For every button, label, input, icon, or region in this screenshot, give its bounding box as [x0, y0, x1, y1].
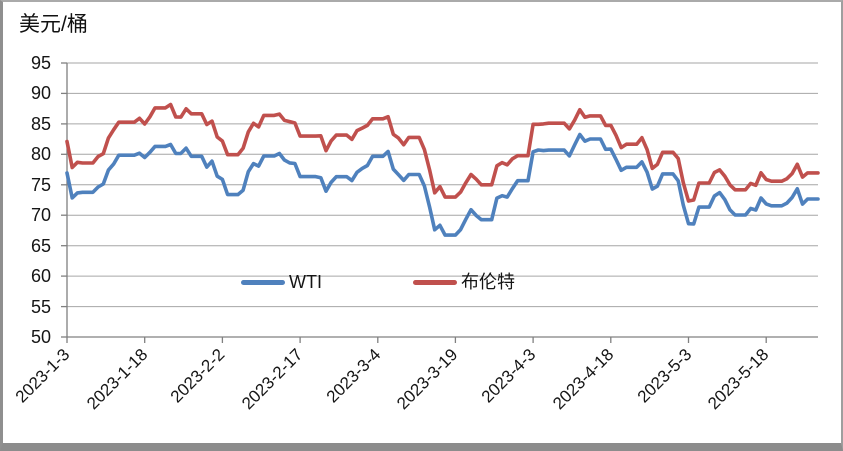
- y-axis-tick-label: 50: [30, 327, 51, 347]
- y-axis-tick-label: 90: [30, 83, 51, 104]
- y-axis-tick-label: 80: [30, 144, 51, 165]
- brent-line-swatch: [413, 279, 457, 285]
- legend-label-wti: WTI: [289, 272, 322, 292]
- y-axis-tick-label: 70: [30, 205, 51, 226]
- line-chart-plot: [61, 62, 820, 343]
- y-axis-tick-label: 85: [30, 113, 51, 134]
- y-axis-tick-label: 95: [30, 53, 51, 73]
- wti-line-swatch: [241, 279, 285, 285]
- chart-title: 美元/桶: [19, 13, 88, 36]
- brent-series-line[interactable]: [65, 102, 820, 203]
- y-axis-tick-label: 60: [30, 266, 51, 287]
- chart-legend: WTI 布伦特: [3, 270, 841, 294]
- y-axis-tick-label: 75: [30, 174, 51, 195]
- y-axis-tick-label: 65: [30, 235, 51, 256]
- legend-item-brent[interactable]: 布伦特: [413, 270, 515, 294]
- y-axis-tick-label: 55: [30, 296, 51, 317]
- legend-label-brent: 布伦特: [461, 272, 515, 292]
- wti-series-line[interactable]: [65, 132, 820, 237]
- legend-item-wti[interactable]: WTI: [241, 270, 322, 294]
